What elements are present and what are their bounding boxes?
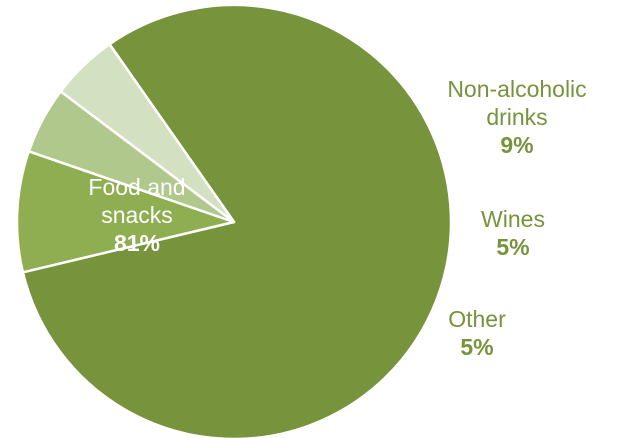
pie-label-value: 5% bbox=[460, 334, 493, 360]
pie-slice-food-and-snacks bbox=[21, 3, 453, 438]
pie-label-value: 5% bbox=[496, 234, 529, 260]
pie-label-name-line: Non-alcoholic bbox=[447, 76, 586, 102]
pie-label-name-line: Wines bbox=[481, 206, 545, 232]
pie-label-other: Other 5% bbox=[448, 306, 506, 360]
pie-label-value: 9% bbox=[500, 132, 533, 158]
pie-labels: Food and snacks 81% Non-alcoholic drinks 9% Wi… bbox=[88, 76, 586, 360]
pie-label-name-line: Food and bbox=[88, 174, 185, 200]
pie-label-food-and-snacks: Food and snacks 81% bbox=[88, 174, 185, 256]
pie-slice-non-alcoholic-drinks bbox=[15, 150, 236, 274]
pie-label-name-line: drinks bbox=[486, 104, 547, 130]
pie-label-wines: Wines 5% bbox=[481, 206, 545, 260]
pie-slice-other bbox=[59, 42, 236, 224]
pie-label-name-line: Other bbox=[448, 306, 506, 332]
pie-label-non-alcoholic-drinks: Non-alcoholic drinks 9% bbox=[447, 76, 586, 158]
pie-label-value: 81% bbox=[114, 230, 160, 256]
pie-label-name-line: snacks bbox=[101, 202, 173, 228]
pie-slices bbox=[15, 3, 453, 438]
